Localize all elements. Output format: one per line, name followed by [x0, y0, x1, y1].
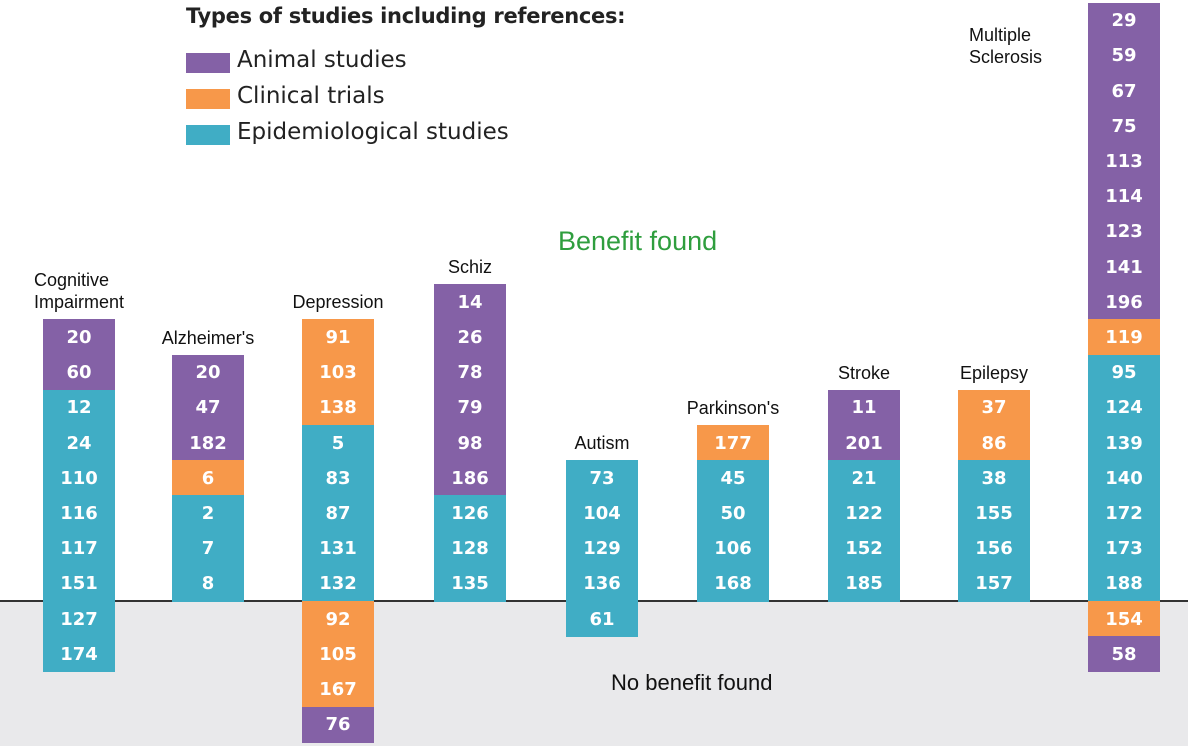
- reference-cell: 95: [1088, 354, 1160, 391]
- reference-cell: 117: [43, 530, 115, 567]
- reference-cell: 186: [434, 460, 506, 497]
- column-label-parkinson-s: Parkinson's: [686, 398, 780, 418]
- reference-cell: 155: [958, 495, 1030, 532]
- reference-cell: 20: [172, 354, 244, 391]
- column-label-schiz: Schiz: [447, 257, 493, 278]
- reference-cell-no-benefit: 154: [1088, 601, 1160, 637]
- reference-cell: 172: [1088, 495, 1160, 532]
- reference-cell: 7: [172, 530, 244, 567]
- reference-cell: 14: [434, 284, 506, 321]
- reference-cell: 113: [1088, 143, 1160, 180]
- reference-cell: 50: [697, 495, 769, 532]
- reference-cell: 126: [434, 495, 506, 532]
- reference-cell: 156: [958, 530, 1030, 567]
- reference-cell: 188: [1088, 565, 1160, 602]
- reference-cell-no-benefit: 61: [566, 601, 638, 637]
- reference-cell: 135: [434, 565, 506, 602]
- reference-cell: 24: [43, 425, 115, 461]
- reference-cell: 6: [172, 460, 244, 497]
- reference-cell: 157: [958, 565, 1030, 602]
- legend-swatch-clinical: [186, 89, 230, 109]
- reference-cell: 12: [43, 389, 115, 426]
- reference-cell: 128: [434, 530, 506, 567]
- reference-cell: 141: [1088, 249, 1160, 285]
- reference-cell: 38: [958, 460, 1030, 497]
- reference-cell: 116: [43, 495, 115, 532]
- reference-cell: 173: [1088, 530, 1160, 567]
- reference-cell: 98: [434, 425, 506, 461]
- reference-cell: 67: [1088, 73, 1160, 109]
- reference-cell: 78: [434, 354, 506, 391]
- reference-cell: 2: [172, 495, 244, 532]
- column-label-cognitive-impairment: Cognitive Impairment: [33, 270, 125, 313]
- reference-cell: 122: [828, 495, 900, 532]
- reference-cell: 83: [302, 460, 374, 497]
- reference-cell-no-benefit: 92: [302, 601, 374, 637]
- reference-cell: 104: [566, 495, 638, 532]
- reference-cell: 29: [1088, 2, 1160, 39]
- reference-cell: 5: [302, 425, 374, 461]
- reference-cell: 139: [1088, 425, 1160, 461]
- reference-cell-no-benefit: 174: [43, 636, 115, 673]
- reference-cell: 79: [434, 389, 506, 426]
- reference-cell: 110: [43, 460, 115, 497]
- reference-cell: 87: [302, 495, 374, 532]
- column-label-stroke: Stroke: [837, 362, 891, 383]
- reference-cell-no-benefit: 58: [1088, 636, 1160, 673]
- reference-cell: 37: [958, 389, 1030, 426]
- reference-cell: 26: [434, 319, 506, 356]
- reference-cell-no-benefit: 105: [302, 636, 374, 673]
- column-label-multiple-sclerosis: Multiple Sclerosis: [969, 25, 1043, 67]
- legend-swatch-epidemiological: [186, 125, 230, 145]
- reference-cell: 103: [302, 354, 374, 391]
- reference-cell: 59: [1088, 37, 1160, 74]
- reference-cell: 196: [1088, 284, 1160, 321]
- reference-cell: 140: [1088, 460, 1160, 497]
- no-benefit-found-label: No benefit found: [611, 670, 773, 695]
- column-label-depression: Depression: [292, 292, 384, 313]
- reference-cell: 106: [697, 530, 769, 567]
- reference-cell: 185: [828, 565, 900, 602]
- reference-cell: 119: [1088, 319, 1160, 356]
- reference-cell-no-benefit: 76: [302, 706, 374, 743]
- reference-cell: 60: [43, 354, 115, 391]
- column-label-epilepsy: Epilepsy: [959, 362, 1029, 383]
- reference-cell: 86: [958, 425, 1030, 461]
- legend-title: Types of studies including references:: [186, 4, 626, 28]
- reference-cell-no-benefit: 127: [43, 601, 115, 637]
- legend-label-clinical: Clinical trials: [237, 83, 385, 109]
- reference-cell: 152: [828, 530, 900, 567]
- reference-cell: 123: [1088, 213, 1160, 250]
- reference-cell: 177: [697, 425, 769, 461]
- reference-cell: 21: [828, 460, 900, 497]
- reference-cell: 132: [302, 565, 374, 602]
- benefit-found-label: Benefit found: [558, 226, 718, 256]
- reference-cell: 114: [1088, 178, 1160, 215]
- legend-swatch-animal: [186, 53, 230, 73]
- legend-label-animal: Animal studies: [237, 47, 407, 73]
- reference-cell: 124: [1088, 389, 1160, 426]
- reference-cell: 201: [828, 425, 900, 461]
- reference-cell: 73: [566, 460, 638, 497]
- reference-cell: 20: [43, 319, 115, 356]
- reference-cell: 129: [566, 530, 638, 567]
- reference-cell: 91: [302, 319, 374, 356]
- column-label-alzheimer-s: Alzheimer's: [161, 327, 255, 348]
- legend-label-epidemiological: Epidemiological studies: [237, 119, 509, 145]
- reference-cell-no-benefit: 167: [302, 671, 374, 708]
- reference-cell: 75: [1088, 108, 1160, 145]
- column-label-autism: Autism: [574, 433, 630, 454]
- reference-cell: 8: [172, 565, 244, 602]
- reference-cell: 131: [302, 530, 374, 567]
- reference-cell: 136: [566, 565, 638, 602]
- reference-cell: 138: [302, 389, 374, 426]
- reference-cell: 11: [828, 389, 900, 426]
- reference-cell: 151: [43, 565, 115, 602]
- reference-cell: 168: [697, 565, 769, 602]
- reference-cell: 47: [172, 389, 244, 426]
- reference-cell: 45: [697, 460, 769, 497]
- reference-cell: 182: [172, 425, 244, 461]
